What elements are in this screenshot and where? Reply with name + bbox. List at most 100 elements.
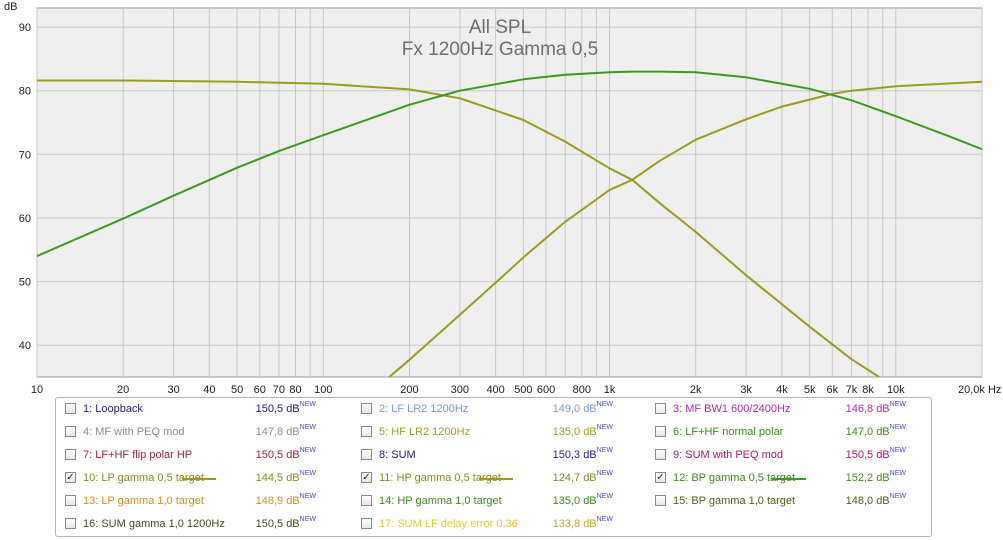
legend-value: 147,8 dBNEW (255, 424, 316, 438)
x-tick-label: 50 (231, 384, 243, 395)
legend-item[interactable]: 1: Loopback 150,5 dBNEW (56, 398, 346, 421)
legend-row: 4: MF with PEQ mod 147,8 dBNEW 5: HF LR2 1… (56, 421, 931, 444)
legend-item[interactable]: 17: SUM LF delay error 0,36 133,8 dBNEW (352, 513, 642, 536)
legend-label: 10: LP gamma 0,5 target (83, 472, 204, 484)
y-tick-label: 90 (19, 22, 31, 34)
legend-label: 13: LP gamma 1,0 target (83, 495, 204, 507)
legend-checkbox[interactable] (655, 426, 666, 437)
x-tick-label: 20 (117, 384, 129, 395)
legend-label: 11: HP gamma 0,5 target (379, 472, 501, 484)
x-tick-label: 3k (740, 384, 752, 395)
y-tick-label: 60 (19, 213, 31, 225)
legend-checkbox[interactable] (655, 403, 666, 414)
legend-value: 135,0 dBNEW (552, 424, 613, 438)
x-tick-label: 60 (254, 384, 266, 395)
legend-item[interactable]: 2: LF LR2 1200Hz 149,0 dBNEW (352, 398, 642, 421)
legend-item[interactable]: ✓ 10: LP gamma 0,5 target 144,5 dBNEW (56, 467, 346, 490)
legend-row: 16: SUM gamma 1,0 1200Hz 150,5 dBNEW 17: S… (56, 513, 931, 536)
x-tick-label: 600 (537, 384, 555, 395)
legend-checkbox[interactable] (65, 518, 76, 529)
legend-swatch (182, 478, 216, 480)
legend-row: 1: Loopback 150,5 dBNEW 2: LF LR2 1200Hz 14… (56, 398, 931, 421)
legend-value: 150,5 dBNEW (845, 447, 906, 461)
x-tick-label: 2k (690, 384, 702, 395)
legend-value: 147,0 dBNEW (845, 424, 906, 438)
x-tick-label: 1k (604, 384, 616, 395)
series-line (37, 79, 880, 377)
legend-checkbox[interactable] (65, 495, 76, 506)
legend-new-badge: NEW (299, 447, 316, 454)
legend-row: 7: LF+HF flip polar HP 150,5 dBNEW 8: SUM 1… (56, 444, 931, 467)
legend-checkbox[interactable] (65, 426, 76, 437)
x-tick-label: 40 (203, 384, 215, 395)
chart-title: All SPL (469, 17, 531, 38)
legend-checkbox[interactable] (655, 449, 666, 460)
legend-value: 150,5 dBNEW (255, 401, 316, 415)
legend-label: 14: HP gamma 1,0 target (379, 495, 502, 507)
legend-value: 133,8 dBNEW (552, 516, 613, 530)
legend-new-badge: NEW (889, 447, 906, 454)
legend-value: 124,7 dBNEW (552, 470, 613, 484)
legend-panel: 1: Loopback 150,5 dBNEW 2: LF LR2 1200Hz 14… (55, 397, 932, 537)
plot-area (36, 7, 983, 378)
legend-new-badge: NEW (299, 470, 316, 477)
legend-new-badge: NEW (889, 493, 906, 500)
y-tick-label: 80 (19, 86, 31, 98)
legend-swatch (772, 478, 806, 480)
y-axis-label: dB (4, 1, 17, 13)
series-line (37, 70, 982, 258)
legend-new-badge: NEW (889, 401, 906, 408)
legend-new-badge: NEW (299, 493, 316, 500)
legend-label: 1: Loopback (83, 403, 143, 415)
legend-swatch (479, 478, 513, 480)
legend-checkbox[interactable] (361, 449, 372, 460)
legend-item[interactable]: 13: LP gamma 1,0 target 148,9 dBNEW (56, 490, 346, 513)
legend-item[interactable]: 5: HF LR2 1200Hz 135,0 dBNEW (352, 421, 642, 444)
legend-item[interactable]: ✓ 12: BP gamma 0,5 target 152,2 dBNEW (646, 467, 936, 490)
legend-label: 5: HF LR2 1200Hz (379, 426, 471, 438)
curves (37, 70, 982, 377)
legend-item[interactable]: 3: MF BW1 600/2400Hz 146,8 dBNEW (646, 398, 936, 421)
legend-new-badge: NEW (596, 447, 613, 454)
legend-checkbox[interactable] (361, 495, 372, 506)
legend-label: 9: SUM with PEQ mod (673, 449, 784, 461)
legend-new-badge: NEW (889, 470, 906, 477)
legend-checkbox[interactable]: ✓ (655, 472, 666, 483)
legend-label: 15: BP gamma 1,0 target (673, 495, 796, 507)
legend-item[interactable]: ✓ 11: HP gamma 0,5 target 124,7 dBNEW (352, 467, 642, 490)
legend-item[interactable]: 8: SUM 150,3 dBNEW (352, 444, 642, 467)
legend-checkbox[interactable] (361, 518, 372, 529)
legend-row: 13: LP gamma 1,0 target 148,9 dBNEW 14: HP… (56, 490, 931, 513)
legend-checkbox[interactable] (65, 403, 76, 414)
legend-checkbox[interactable] (361, 403, 372, 414)
legend-label: 4: MF with PEQ mod (83, 426, 185, 438)
x-tick-label: 70 (273, 384, 285, 395)
legend-item[interactable]: 14: HP gamma 1,0 target 135,0 dBNEW (352, 490, 642, 513)
legend-new-badge: NEW (596, 401, 613, 408)
x-tick-label: 20,0k Hz (958, 384, 1001, 395)
legend-item[interactable]: 4: MF with PEQ mod 147,8 dBNEW (56, 421, 346, 444)
legend-item[interactable]: 6: LF+HF normal polar 147,0 dBNEW (646, 421, 936, 444)
legend-item[interactable]: 16: SUM gamma 1,0 1200Hz 150,5 dBNEW (56, 513, 346, 536)
legend-item[interactable]: 7: LF+HF flip polar HP 150,5 dBNEW (56, 444, 346, 467)
y-tick-label: 70 (19, 149, 31, 161)
x-tick-label: 800 (573, 384, 591, 395)
legend-checkbox[interactable] (655, 495, 666, 506)
x-tick-label: 500 (514, 384, 532, 395)
legend-item[interactable]: 9: SUM with PEQ mod 150,5 dBNEW (646, 444, 936, 467)
x-tick-label: 80 (289, 384, 301, 395)
y-tick-label: 40 (19, 340, 31, 352)
legend-value: 135,0 dBNEW (552, 493, 613, 507)
legend-checkbox[interactable]: ✓ (361, 472, 372, 483)
legend-value: 150,3 dBNEW (552, 447, 613, 461)
chart-subtitle: Fx 1200Hz Gamma 0,5 (402, 39, 598, 60)
legend-new-badge: NEW (596, 516, 613, 523)
legend-item[interactable]: 15: BP gamma 1,0 target 148,0 dBNEW (646, 490, 936, 513)
legend-value: 144,5 dBNEW (255, 470, 316, 484)
legend-label: 7: LF+HF flip polar HP (83, 449, 193, 461)
legend-checkbox[interactable] (361, 426, 372, 437)
legend-checkbox[interactable]: ✓ (65, 472, 76, 483)
grid-lines (36, 8, 983, 377)
legend-new-badge: NEW (299, 516, 316, 523)
legend-checkbox[interactable] (65, 449, 76, 460)
